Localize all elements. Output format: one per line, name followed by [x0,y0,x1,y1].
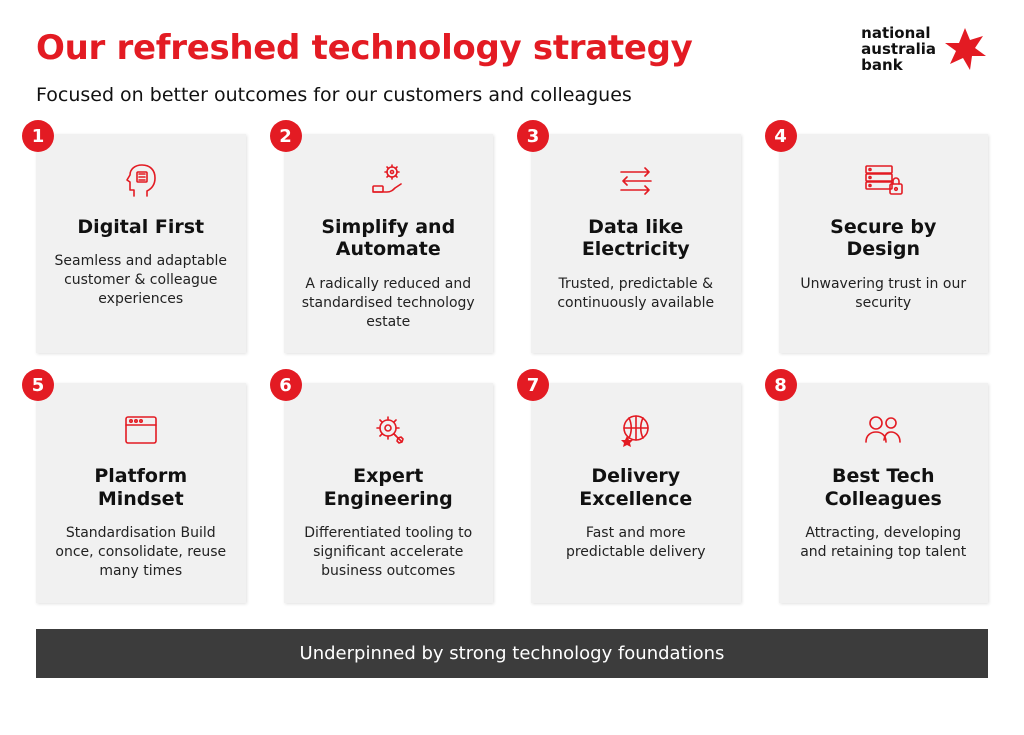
card-expert-engineering: 6 Expert Engineering Differentiated tool… [284,383,494,602]
card-digital-first: 1 Digital First Seamless and adaptable c… [36,134,246,353]
card-number-badge: 7 [517,369,549,401]
card-data-electricity: 3 Data like Electricity Trusted, predict… [531,134,741,353]
title-block: Our refreshed technology strategy Focuse… [36,28,693,106]
card-title: Platform Mindset [50,465,232,510]
card-desc: Fast and more predictable delivery [545,524,727,562]
card-title: Best Tech Colleagues [793,465,975,510]
card-desc: Attracting, developing and retaining top… [793,524,975,562]
globe-star-icon [545,405,727,455]
card-title: Expert Engineering [298,465,480,510]
card-number-badge: 1 [22,120,54,152]
page-subtitle: Focused on better outcomes for our custo… [36,84,693,106]
card-number-badge: 3 [517,120,549,152]
card-title: Digital First [50,216,232,238]
card-delivery-excellence: 7 Delivery Excellence Fast and more pred… [531,383,741,602]
gear-wrench-icon [298,405,480,455]
window-icon [50,405,232,455]
gear-hand-icon [298,156,480,206]
card-desc: Unwavering trust in our security [793,275,975,313]
server-lock-icon [793,156,975,206]
arrows-icon [545,156,727,206]
card-desc: Seamless and adaptable customer & collea… [50,252,232,309]
card-title: Secure by Design [793,216,975,261]
card-number-badge: 8 [765,369,797,401]
footer-text: Underpinned by strong technology foundat… [300,643,725,664]
card-number-badge: 5 [22,369,54,401]
head-chip-icon [50,156,232,206]
card-number-badge: 4 [765,120,797,152]
card-number-badge: 6 [270,369,302,401]
card-desc: A radically reduced and standardised tec… [298,275,480,332]
star-icon [942,26,988,72]
header: Our refreshed technology strategy Focuse… [36,28,988,106]
footer-bar: Underpinned by strong technology foundat… [36,629,988,678]
card-title: Delivery Excellence [545,465,727,510]
cards-grid: 1 Digital First Seamless and adaptable c… [36,134,988,603]
card-desc: Differentiated tooling to significant ac… [298,524,480,581]
card-best-colleagues: 8 Best Tech Colleagues Attracting, devel… [779,383,989,602]
card-desc: Trusted, predictable & continuously avai… [545,275,727,313]
card-simplify-automate: 2 Simplify and Automate A radically redu… [284,134,494,353]
people-icon [793,405,975,455]
page-title: Our refreshed technology strategy [36,28,693,68]
card-platform-mindset: 5 Platform Mindset Standardisation Build… [36,383,246,602]
card-title: Simplify and Automate [298,216,480,261]
card-title: Data like Electricity [545,216,727,261]
logo-text: national australia bank [861,26,936,73]
card-desc: Standardisation Build once, consolidate,… [50,524,232,581]
nab-logo: national australia bank [861,26,988,73]
logo-line-3: bank [861,58,936,74]
card-number-badge: 2 [270,120,302,152]
card-secure-design: 4 Secure by Design Unwavering trust in o… [779,134,989,353]
